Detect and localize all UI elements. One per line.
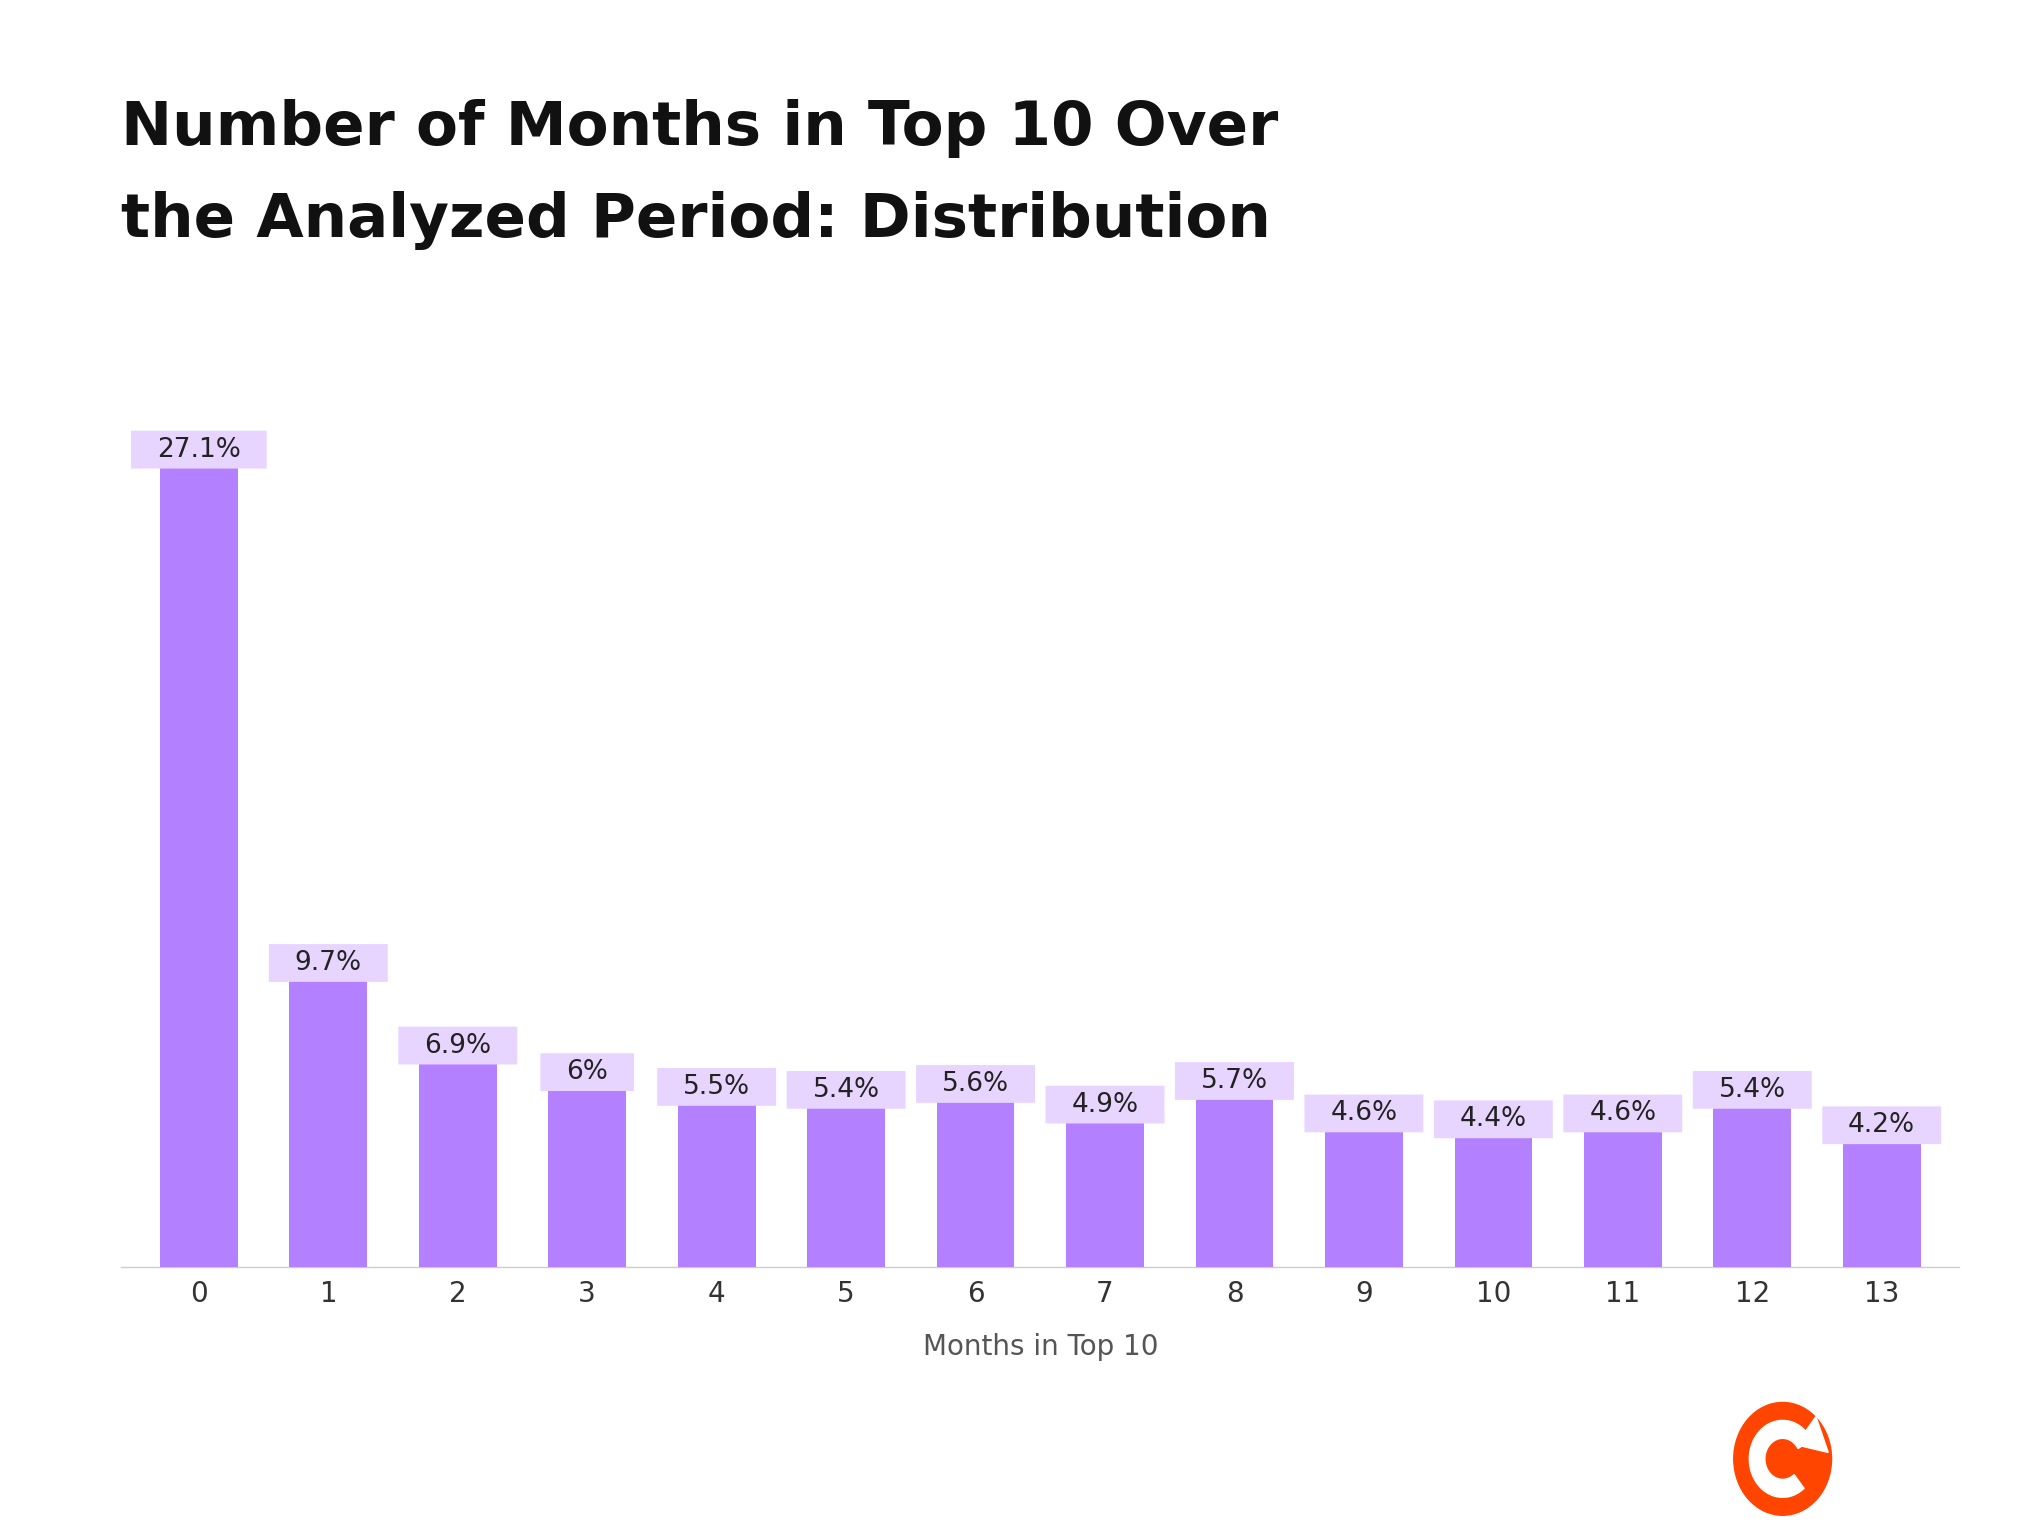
FancyBboxPatch shape (131, 430, 267, 468)
FancyBboxPatch shape (917, 1065, 1034, 1103)
Bar (808, 1108, 885, 1267)
FancyBboxPatch shape (269, 945, 388, 981)
Circle shape (1733, 1402, 1832, 1515)
Text: the Analyzed Period: Distribution: the Analyzed Period: Distribution (121, 191, 1271, 250)
Text: 5.4%: 5.4% (1719, 1077, 1786, 1103)
Bar (1584, 1131, 1662, 1267)
Text: 4.4%: 4.4% (1460, 1106, 1527, 1132)
Bar (1713, 1108, 1792, 1267)
FancyBboxPatch shape (1693, 1071, 1812, 1109)
Text: 4.6%: 4.6% (1590, 1100, 1656, 1126)
FancyBboxPatch shape (1822, 1106, 1941, 1144)
Text: 5.7%: 5.7% (1202, 1068, 1269, 1094)
Bar (679, 1105, 755, 1267)
Text: 4.2%: 4.2% (1848, 1112, 1915, 1138)
FancyBboxPatch shape (1563, 1094, 1683, 1132)
FancyBboxPatch shape (398, 1027, 517, 1065)
Text: semrush.com: semrush.com (77, 1445, 257, 1473)
Polygon shape (1749, 1421, 1812, 1497)
Bar (289, 980, 368, 1267)
FancyBboxPatch shape (1305, 1094, 1424, 1132)
Text: 27.1%: 27.1% (158, 436, 240, 462)
Text: 5.4%: 5.4% (812, 1077, 879, 1103)
Bar (1196, 1099, 1273, 1267)
Text: 5.6%: 5.6% (941, 1071, 1010, 1097)
Bar (937, 1102, 1014, 1267)
FancyBboxPatch shape (1046, 1085, 1164, 1123)
FancyBboxPatch shape (541, 1053, 634, 1091)
Bar (160, 467, 238, 1267)
FancyBboxPatch shape (1176, 1062, 1295, 1100)
FancyBboxPatch shape (786, 1071, 905, 1109)
Text: Number of Months in Top 10 Over: Number of Months in Top 10 Over (121, 99, 1279, 159)
Bar (1325, 1131, 1402, 1267)
Polygon shape (1796, 1416, 1828, 1453)
Text: 9.7%: 9.7% (295, 951, 362, 977)
Bar (1454, 1137, 1533, 1267)
Text: 6.9%: 6.9% (424, 1033, 491, 1059)
Bar (1067, 1122, 1143, 1267)
Text: 6%: 6% (566, 1059, 608, 1085)
Text: 5.5%: 5.5% (683, 1074, 749, 1100)
X-axis label: Months in Top 10: Months in Top 10 (923, 1334, 1157, 1361)
FancyBboxPatch shape (656, 1068, 776, 1106)
Bar (547, 1090, 626, 1267)
Text: 4.6%: 4.6% (1331, 1100, 1398, 1126)
Bar (1842, 1143, 1921, 1267)
Text: SEMRUSH: SEMRUSH (1757, 1442, 1949, 1476)
Text: 4.9%: 4.9% (1071, 1091, 1139, 1117)
FancyBboxPatch shape (1434, 1100, 1553, 1138)
Bar (418, 1064, 497, 1267)
